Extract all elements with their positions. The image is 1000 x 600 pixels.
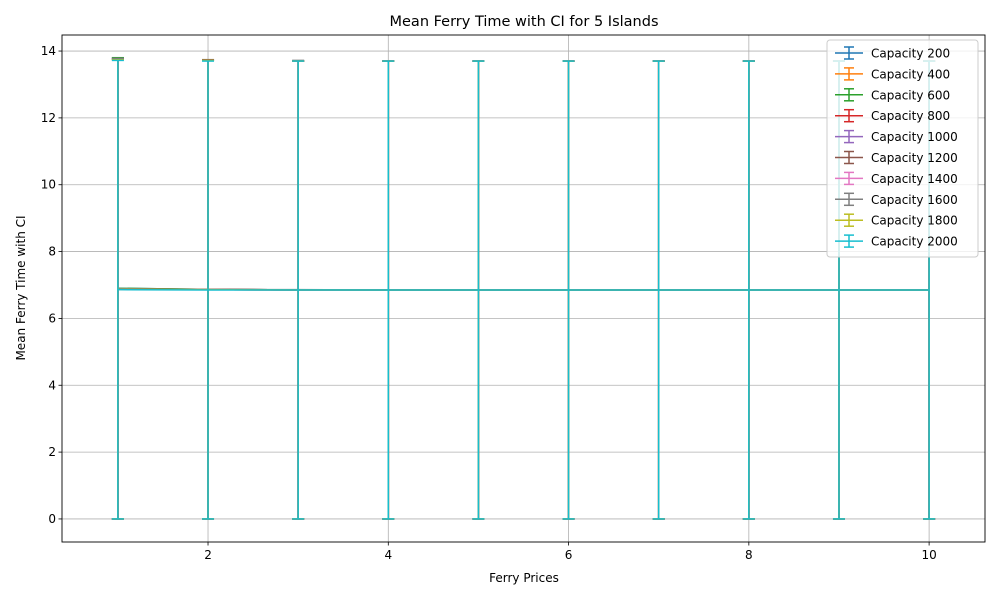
legend-label: Capacity 1200 [871, 151, 958, 165]
legend-label: Capacity 200 [871, 47, 950, 61]
legend-entry: Capacity 2000 [835, 234, 958, 249]
y-tick-label: 4 [48, 378, 56, 392]
y-tick-label: 2 [48, 445, 56, 459]
y-axis: 0 2 4 6 8 10 12 14 [41, 44, 62, 526]
chart-title: Mean Ferry Time with CI for 5 Islands [390, 14, 659, 30]
x-tick-label: 10 [921, 548, 936, 562]
legend-label: Capacity 400 [871, 67, 950, 81]
y-axis-label: Mean Ferry Time with CI [14, 215, 28, 360]
legend-entry: Capacity 1000 [835, 129, 958, 144]
plot-frame [61, 34, 986, 543]
x-tick-label: 8 [745, 548, 753, 562]
x-tick-label: 4 [384, 548, 392, 562]
legend-entry: Capacity 1200 [835, 150, 958, 165]
x-tick-label: 6 [565, 548, 573, 562]
x-tick-label: 2 [204, 548, 212, 562]
legend: Capacity 200 Capacity 400 Capacity 600 Capa… [826, 39, 979, 258]
legend-label: Capacity 2000 [871, 235, 958, 249]
legend-label: Capacity 1400 [871, 172, 958, 186]
x-axis: 2 4 6 8 10 [204, 542, 937, 562]
legend-entry: Capacity 600 [835, 88, 950, 102]
y-tick-label: 14 [41, 44, 56, 58]
y-tick-label: 10 [41, 178, 56, 192]
legend-label: Capacity 1600 [871, 193, 958, 207]
legend-label: Capacity 1000 [871, 130, 958, 144]
y-tick-label: 12 [41, 111, 56, 125]
legend-label: Capacity 1800 [871, 214, 958, 228]
legend-entry: Capacity 800 [835, 108, 950, 123]
legend-entry: Capacity 1800 [835, 213, 958, 228]
y-tick-label: 6 [48, 311, 56, 325]
y-tick-label: 8 [48, 245, 56, 259]
x-axis-label: Ferry Prices [489, 571, 559, 585]
legend-entry: Capacity 200 [835, 46, 950, 61]
legend-entry: Capacity 1600 [835, 192, 958, 207]
legend-entry: Capacity 400 [835, 67, 950, 81]
series-capacity-2000 [111, 59, 936, 520]
legend-entry: Capacity 1400 [835, 171, 958, 186]
legend-box [826, 39, 979, 258]
y-tick-label: 0 [48, 512, 56, 526]
legend-label: Capacity 600 [871, 88, 950, 102]
legend-label: Capacity 800 [871, 109, 950, 123]
